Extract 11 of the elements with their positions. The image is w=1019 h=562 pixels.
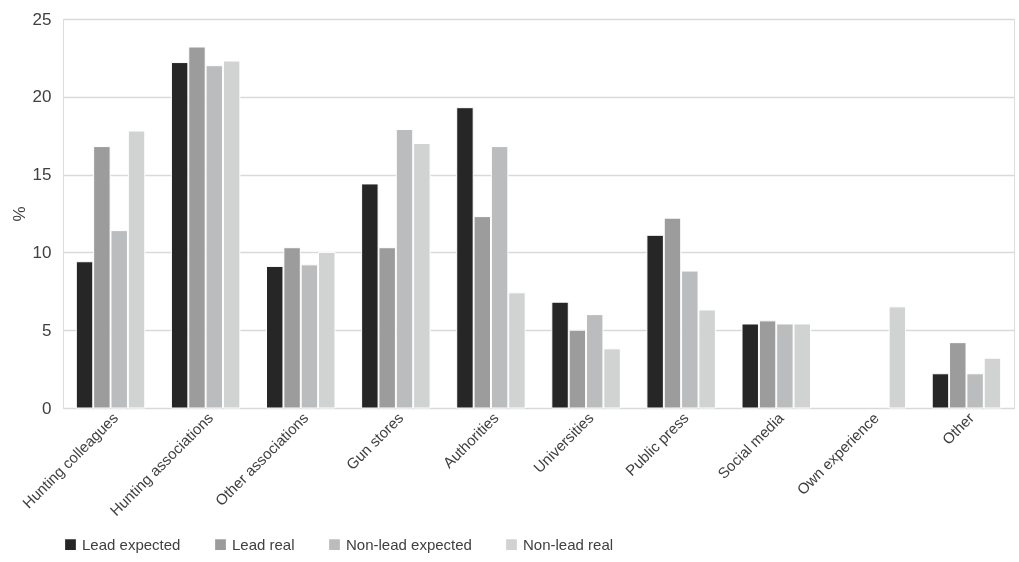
y-tick-label: 0 <box>42 398 52 418</box>
legend-label: Non-lead expected <box>346 535 472 553</box>
y-tick-label: 20 <box>32 87 52 107</box>
y-tick-label: 25 <box>32 9 52 29</box>
y-tick-label: 10 <box>32 242 52 262</box>
y-tick-label: 15 <box>32 165 52 185</box>
legend-label: Lead real <box>232 535 295 553</box>
legend-label: Lead expected <box>82 535 181 553</box>
legend-label: Non-lead real <box>523 535 614 553</box>
y-tick-label: 5 <box>42 320 52 340</box>
y-axis-title: % <box>9 206 29 222</box>
